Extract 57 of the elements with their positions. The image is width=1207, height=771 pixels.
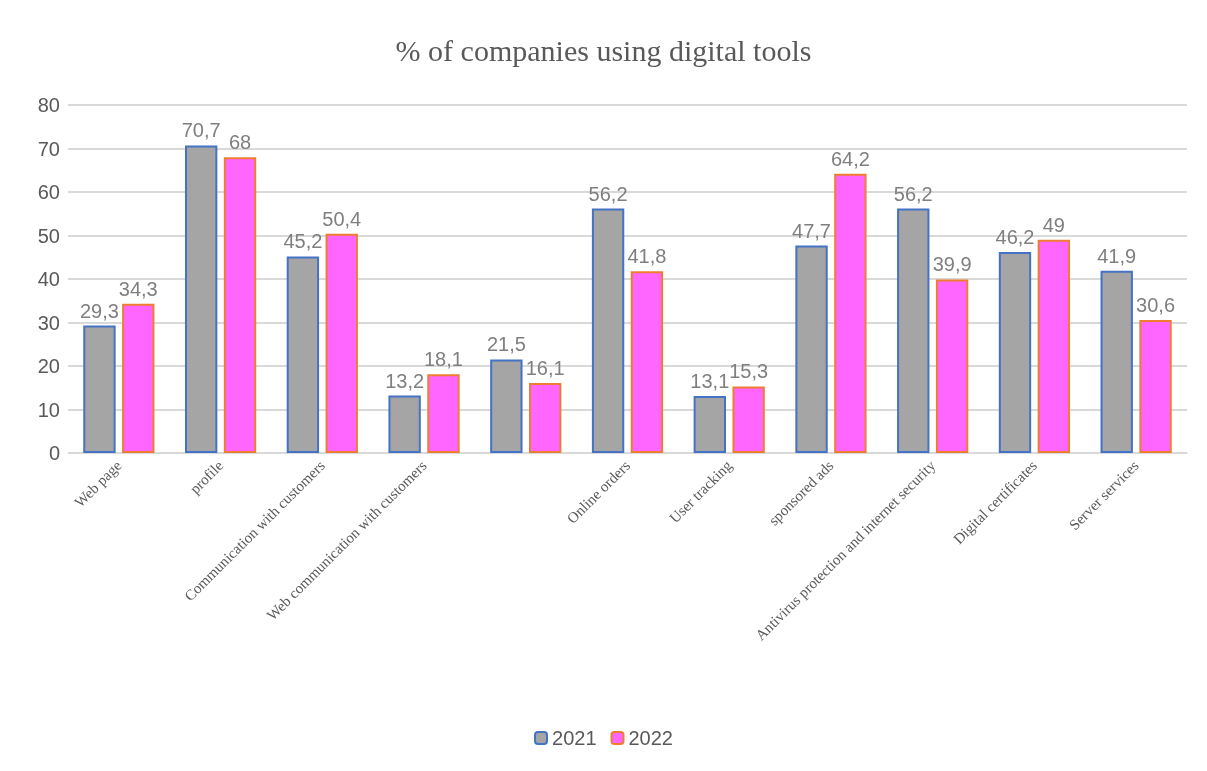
data-label: 16,1 xyxy=(525,356,565,379)
data-label: 50,4 xyxy=(322,207,362,230)
data-label: 45,2 xyxy=(283,230,323,253)
data-label: 56,2 xyxy=(893,182,933,205)
data-label: 47,7 xyxy=(792,219,831,242)
data-label: 41,8 xyxy=(627,245,667,268)
x-tick-label: Web page xyxy=(71,457,125,511)
y-tick-label: 40 xyxy=(37,268,60,290)
data-label: 21,5 xyxy=(486,333,526,356)
data-label: 13,1 xyxy=(690,370,730,393)
legend-label: 2021 xyxy=(552,727,597,749)
bar xyxy=(1139,319,1172,453)
bar xyxy=(1100,270,1133,453)
y-tick-label: 70 xyxy=(37,137,60,160)
data-label: 49 xyxy=(1042,213,1065,236)
bar xyxy=(223,157,257,453)
bar xyxy=(122,303,155,453)
y-tick-label: 10 xyxy=(37,398,60,421)
data-label: 18,1 xyxy=(424,348,463,371)
y-tick-label: 80 xyxy=(37,94,60,116)
data-label: 34,3 xyxy=(118,277,158,300)
data-label: 64,2 xyxy=(830,147,870,170)
bar xyxy=(1037,239,1071,453)
bar xyxy=(630,271,664,453)
y-tick-label: 60 xyxy=(37,181,60,203)
bar xyxy=(935,279,969,453)
data-label: 70,7 xyxy=(181,119,221,142)
chart-title: % of companies using digital tools xyxy=(395,33,812,67)
bar xyxy=(529,382,562,453)
data-label: 39,9 xyxy=(932,253,972,276)
bar xyxy=(325,233,358,453)
bar xyxy=(490,359,523,453)
data-label: 13,2 xyxy=(385,369,425,392)
y-tick-label: 30 xyxy=(37,311,60,334)
data-label: 15,3 xyxy=(729,360,769,383)
bar xyxy=(184,145,218,453)
data-label: 68 xyxy=(228,131,252,154)
bar xyxy=(834,173,867,453)
y-tick-label: 0 xyxy=(48,442,60,464)
bar xyxy=(998,252,1032,453)
legend-label: 2022 xyxy=(628,727,673,749)
bar xyxy=(388,395,421,453)
bar xyxy=(591,208,625,453)
bar xyxy=(732,386,765,453)
data-label: 30,6 xyxy=(1136,293,1176,316)
y-tick-label: 20 xyxy=(37,355,60,377)
data-label: 41,9 xyxy=(1097,244,1137,267)
bar xyxy=(795,245,828,453)
data-label: 56,2 xyxy=(588,182,628,205)
y-tick-label: 50 xyxy=(37,224,60,247)
data-label: 29,3 xyxy=(79,299,119,322)
bar xyxy=(693,396,726,453)
data-label: 46,2 xyxy=(995,226,1035,249)
bar xyxy=(286,256,320,453)
bar xyxy=(427,374,460,453)
bar xyxy=(897,208,930,453)
bar xyxy=(83,325,116,453)
